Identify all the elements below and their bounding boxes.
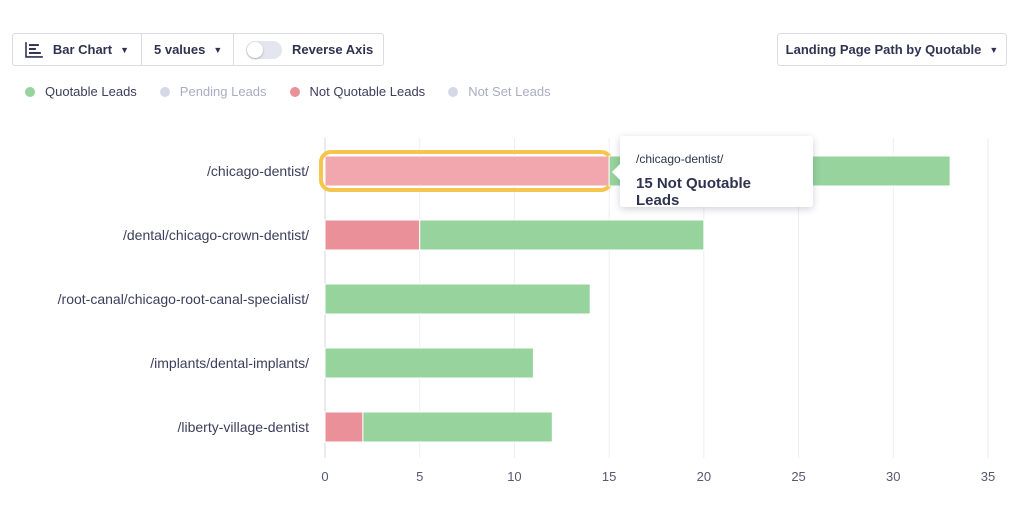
chevron-down-icon: ▼ [213, 44, 223, 55]
x-tick-label: 25 [791, 469, 805, 484]
x-tick-label: 5 [416, 469, 423, 484]
chevron-down-icon: ▼ [120, 44, 129, 55]
legend-item-not-set[interactable]: Not Set Leads [448, 84, 551, 99]
reverse-axis-toggle[interactable] [246, 40, 282, 59]
chart-tooltip: /chicago-dentist/ 15 Not Quotable Leads [612, 136, 813, 209]
legend-swatch [289, 86, 300, 97]
values-count-label: 5 values [154, 42, 206, 57]
tooltip-value: 15 Not Quotable Leads [636, 175, 752, 209]
bar-segment[interactable] [419, 219, 705, 251]
legend-label: Not Quotable Leads [309, 84, 426, 99]
bar-chart-icon [25, 41, 43, 58]
legend-swatch [25, 86, 35, 97]
legend-swatch [159, 86, 170, 97]
legend-item-quotable[interactable]: Quotable Leads [25, 84, 137, 99]
reverse-axis-label: Reverse Axis [292, 42, 374, 57]
legend-label: Quotable Leads [45, 84, 137, 99]
category-label: /chicago-dentist/ [207, 163, 309, 179]
category-label: /root-canal/chicago-root-canal-specialis… [58, 291, 309, 307]
sort-by-label: Landing Page Path by Quotable [785, 42, 982, 57]
chart-toolbar: Bar Chart ▼ 5 values ▼ Reverse Axis [12, 33, 384, 66]
x-tick-label: 35 [981, 469, 995, 484]
bar-segment[interactable] [324, 347, 534, 379]
x-tick-label: 10 [507, 469, 521, 484]
bar-segment[interactable] [324, 219, 421, 251]
category-label: /dental/chicago-crown-dentist/ [123, 227, 309, 243]
legend-label: Pending Leads [179, 84, 267, 99]
tooltip-arrow [612, 164, 620, 180]
category-label: /liberty-village-dentist [178, 419, 310, 435]
x-tick-label: 30 [886, 469, 900, 484]
x-tick-label: 15 [602, 469, 616, 484]
toggle-knob [247, 41, 263, 58]
tooltip-path: /chicago-dentist/ [636, 152, 724, 166]
legend-label: Not Set Leads [468, 84, 551, 99]
bar-segment[interactable] [324, 283, 591, 315]
x-tick-label: 0 [321, 469, 328, 484]
sort-by-dropdown[interactable]: Landing Page Path by Quotable ▼ [777, 33, 1007, 66]
chart-type-label: Bar Chart [52, 42, 113, 57]
legend-swatch [448, 86, 459, 97]
legend-item-not-quotable[interactable]: Not Quotable Leads [289, 84, 426, 99]
bar-segment[interactable] [324, 411, 364, 443]
x-tick-label: 20 [697, 469, 711, 484]
values-count-dropdown[interactable]: 5 values ▼ [141, 34, 233, 65]
reverse-axis-control: Reverse Axis [233, 34, 383, 65]
chart-type-dropdown[interactable]: Bar Chart ▼ [13, 34, 141, 65]
category-label: /implants/dental-implants/ [150, 355, 309, 371]
chart-legend: Quotable Leads Pending Leads Not Quotabl… [25, 84, 574, 99]
chevron-down-icon: ▼ [989, 44, 999, 55]
bar-segment[interactable] [362, 411, 553, 443]
bar-segment-highlighted[interactable] [324, 155, 610, 187]
legend-item-pending[interactable]: Pending Leads [159, 84, 267, 99]
